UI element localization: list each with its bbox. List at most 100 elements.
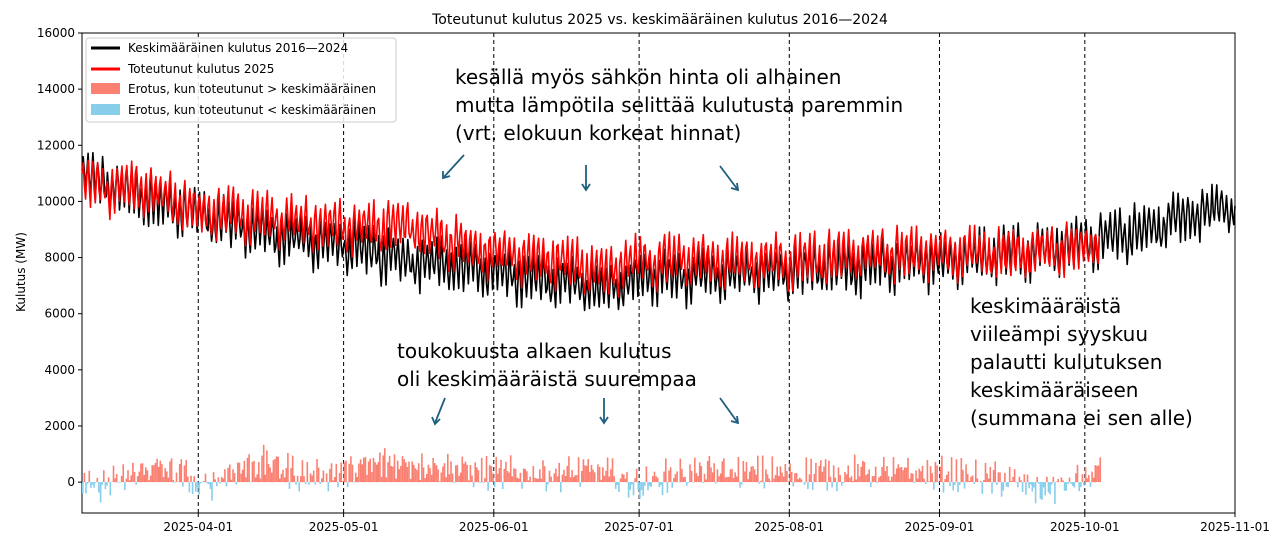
diff-positive-bar <box>829 476 832 483</box>
diff-positive-bar <box>748 471 751 483</box>
diff-positive-bar <box>459 472 462 483</box>
diff-positive-bar <box>915 470 917 483</box>
diff-positive-bar <box>719 473 722 483</box>
diff-positive-bar <box>162 477 165 483</box>
diff-negative-bar <box>1042 482 1045 488</box>
diff-positive-bar <box>424 478 426 483</box>
diff-negative-bar <box>642 482 645 496</box>
diff-positive-bar <box>606 457 609 483</box>
diff-positive-bar <box>429 468 431 483</box>
diff-positive-bar <box>488 465 491 483</box>
diff-negative-bar <box>841 482 843 486</box>
diff-negative-bar <box>1054 482 1056 505</box>
diff-negative-bar <box>614 482 617 489</box>
diff-positive-bar <box>805 457 808 483</box>
diff-positive-bar <box>403 459 406 483</box>
diff-positive-bar <box>782 476 785 483</box>
diff-positive-bar <box>966 474 969 483</box>
diff-negative-bar <box>631 482 633 485</box>
diff-positive-bar <box>316 459 318 483</box>
diff-positive-bar <box>111 481 113 483</box>
diff-positive-bar <box>513 468 515 483</box>
diff-negative-bar <box>90 482 92 488</box>
diff-positive-bar <box>727 476 730 483</box>
diff-negative-bar <box>560 482 562 493</box>
diff-positive-bar <box>847 465 850 483</box>
diff-negative-bar <box>637 482 640 491</box>
diff-positive-bar <box>311 475 313 483</box>
diff-positive-bar <box>679 458 682 483</box>
diff-positive-bar <box>190 475 192 483</box>
diff-positive-bar <box>871 476 874 483</box>
diff-positive-bar <box>392 466 394 483</box>
diff-negative-bar <box>346 482 349 488</box>
diff-positive-bar <box>506 471 509 483</box>
diff-positive-bar <box>823 466 825 483</box>
actual-consumption-line <box>81 159 1101 298</box>
diff-positive-bar <box>695 473 698 483</box>
diff-positive-bar <box>509 455 512 483</box>
diff-positive-bar <box>810 458 812 483</box>
diff-positive-bar <box>655 476 657 483</box>
diff-positive-bar <box>965 464 967 483</box>
diff-positive-bar <box>245 477 247 483</box>
diff-negative-bar <box>195 482 197 492</box>
annotation-arrows <box>431 154 740 426</box>
diff-positive-bar <box>143 474 146 483</box>
y-axis-ticks: 0 2000 4000 6000 8000 10000 12000 14000 16000 <box>37 26 82 489</box>
diff-positive-bar <box>773 478 775 483</box>
x-tick-label: 2025-06-01 <box>459 520 529 534</box>
diff-positive-bar <box>703 473 706 483</box>
diff-positive-bar <box>1091 471 1093 483</box>
diff-positive-bar <box>881 466 883 483</box>
diff-positive-bar <box>272 460 275 483</box>
annotation-summer: kesällä myös sähkön hinta oli alhainen m… <box>455 65 903 145</box>
diff-positive-bar <box>153 465 155 483</box>
diff-positive-bar <box>1020 480 1022 483</box>
diff-positive-bar <box>127 470 129 483</box>
diff-positive-bar <box>813 473 816 483</box>
diff-positive-bar <box>997 472 1000 483</box>
diff-positive-bar <box>125 478 128 483</box>
diff-positive-bar <box>916 478 919 483</box>
diff-positive-bar <box>385 477 388 483</box>
diff-positive-bar <box>665 458 667 483</box>
diff-negative-bar <box>196 482 199 488</box>
diff-positive-bar <box>83 473 86 483</box>
diff-positive-bar <box>874 466 877 483</box>
diff-positive-bar <box>934 461 937 483</box>
diff-negative-bar <box>109 482 112 496</box>
diff-positive-bar <box>1075 473 1077 483</box>
diff-positive-bar <box>264 474 267 483</box>
diff-positive-bar <box>417 463 420 483</box>
diff-positive-bar <box>395 478 397 483</box>
diff-positive-bar <box>138 471 141 483</box>
diff-positive-bar <box>682 477 685 483</box>
diff-positive-bar <box>516 477 519 483</box>
diff-positive-bar <box>837 467 840 483</box>
diff-negative-bar <box>482 482 485 483</box>
diff-positive-bar <box>290 468 292 483</box>
diff-positive-bar <box>343 462 346 483</box>
diff-positive-bar <box>146 470 149 483</box>
diff-positive-bar <box>448 474 451 483</box>
diff-positive-bar <box>561 474 564 483</box>
diff-positive-bar <box>584 465 586 483</box>
diff-positive-bar <box>274 459 276 483</box>
diff-positive-bar <box>224 469 226 483</box>
diff-positive-bar <box>697 475 699 483</box>
diff-negative-bar <box>93 482 95 488</box>
diff-positive-bar <box>107 477 110 483</box>
diff-positive-bar <box>490 466 493 483</box>
diff-positive-bar <box>325 473 328 483</box>
diff-positive-bar <box>832 465 835 483</box>
diff-positive-bar <box>430 474 433 483</box>
diff-positive-bar <box>711 472 714 483</box>
diff-positive-bar <box>939 466 942 483</box>
diff-negative-bar <box>831 482 833 488</box>
diff-positive-bar <box>514 468 517 483</box>
diff-negative-bar <box>225 482 228 487</box>
diff-positive-bar <box>700 466 703 483</box>
diff-positive-bar <box>450 461 452 483</box>
diff-positive-bar <box>432 458 435 483</box>
